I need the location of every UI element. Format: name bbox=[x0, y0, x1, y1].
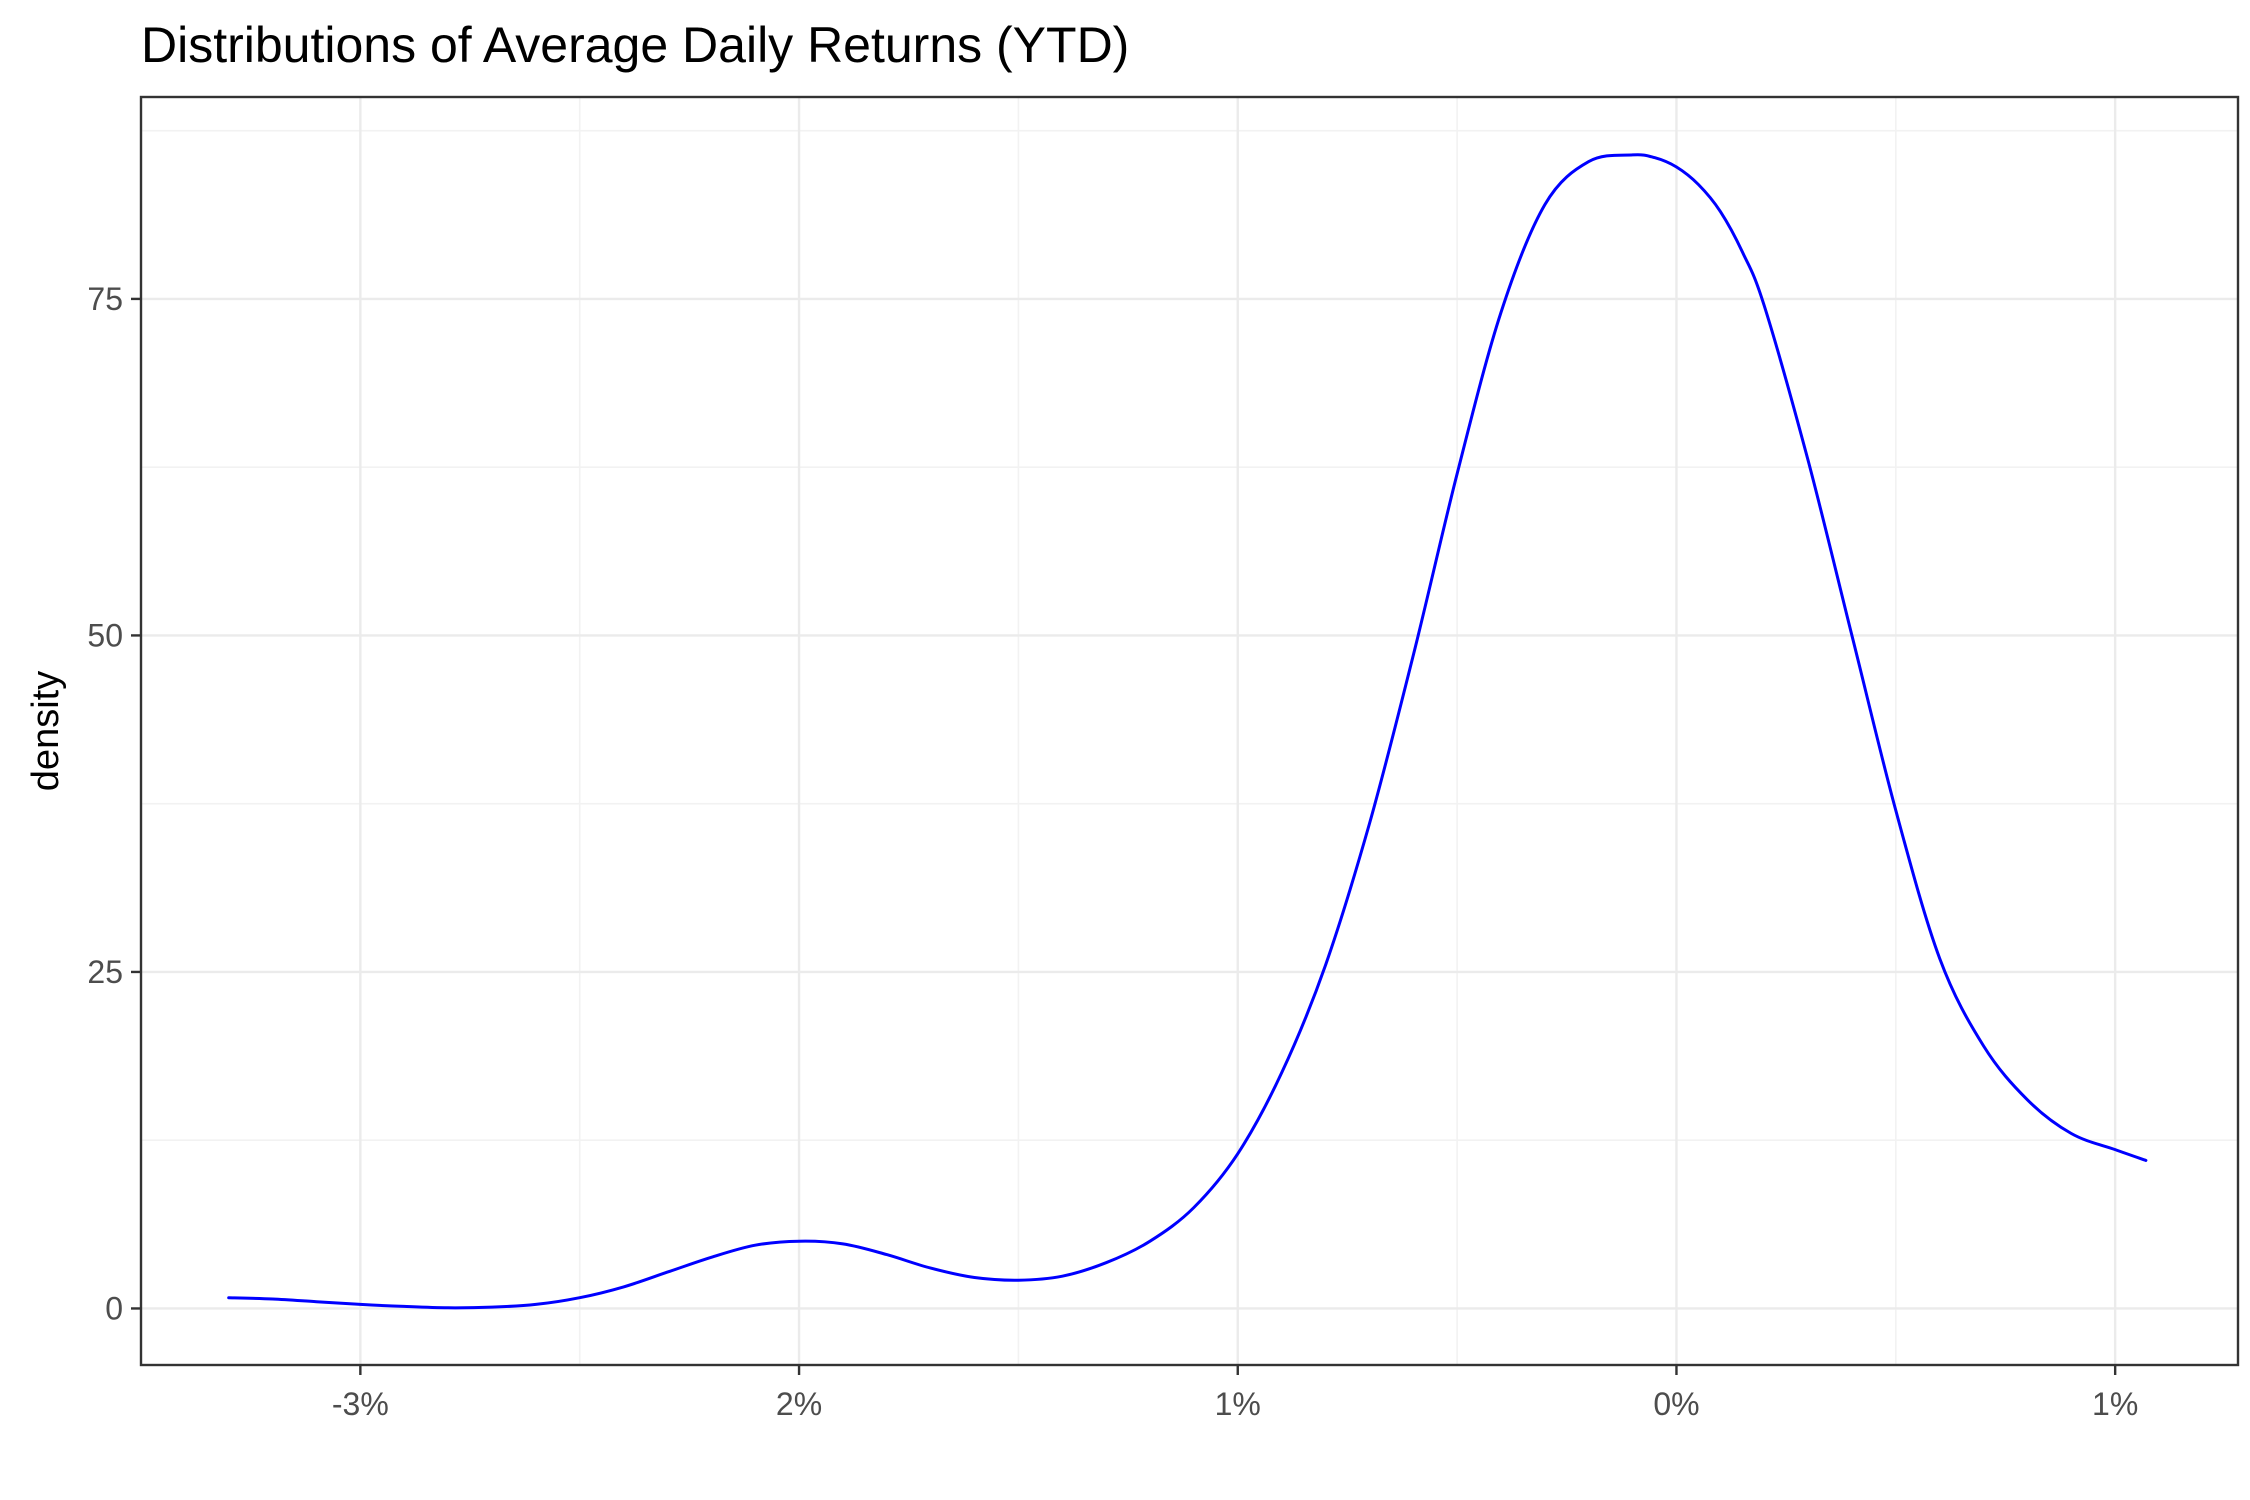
x-axis: -3% 2% 1% 0% 1% bbox=[332, 1365, 2138, 1422]
panel-background bbox=[141, 97, 2238, 1365]
y-axis: 0 25 50 75 bbox=[87, 281, 141, 1326]
x-tick-label: 0% bbox=[1653, 1386, 1699, 1422]
y-tick-label: 75 bbox=[87, 281, 123, 317]
x-tick-label: 1% bbox=[2092, 1386, 2138, 1422]
density-series-line bbox=[227, 153, 2148, 1310]
y-tick-label: 50 bbox=[87, 617, 123, 653]
y-tick-label: 25 bbox=[87, 954, 123, 990]
panel-border bbox=[139, 95, 2240, 1367]
x-tick-label: 2% bbox=[776, 1386, 822, 1422]
x-tick-label: -3% bbox=[332, 1386, 389, 1422]
minor-gridlines bbox=[141, 97, 2238, 1365]
y-axis-label: density bbox=[25, 671, 67, 791]
x-tick-label: 1% bbox=[1215, 1386, 1261, 1422]
y-tick-label: 0 bbox=[105, 1290, 123, 1326]
plot-panel bbox=[139, 95, 2240, 1367]
chart-title: Distributions of Average Daily Returns (… bbox=[141, 17, 1129, 73]
series-layer bbox=[227, 153, 2148, 1310]
